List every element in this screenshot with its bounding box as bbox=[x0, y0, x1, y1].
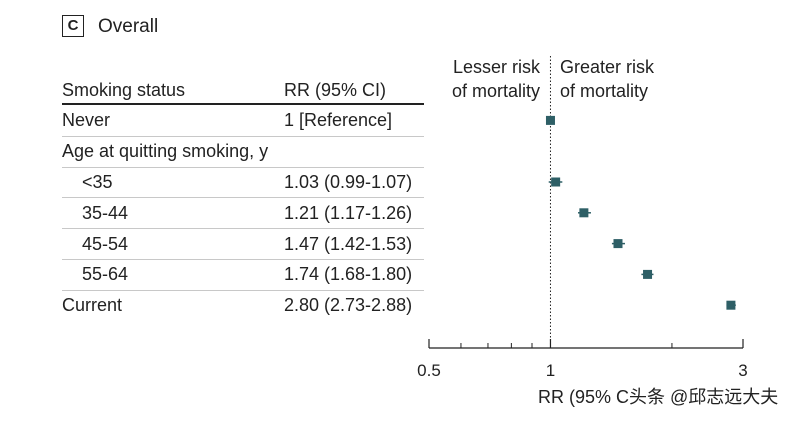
row-rr-value: 1.74 (1.68-1.80) bbox=[284, 264, 413, 285]
lesser-risk-line1: Lesser risk bbox=[452, 57, 540, 77]
row-rr-value: 2.80 (2.73-2.88) bbox=[284, 295, 413, 316]
row-divider bbox=[62, 228, 424, 229]
row-divider bbox=[62, 290, 424, 291]
row-rr-value: 1 [Reference] bbox=[284, 110, 393, 131]
row-rr-value: 1.03 (0.99-1.07) bbox=[284, 172, 413, 192]
row-label: 35-44 bbox=[82, 202, 129, 223]
row-divider bbox=[62, 167, 424, 168]
rr-point-marker bbox=[643, 269, 653, 279]
row-label: <35 bbox=[82, 172, 113, 192]
row-label: Never bbox=[62, 110, 111, 131]
x-tick-label: 1 bbox=[546, 361, 555, 380]
panel-letter-badge: C bbox=[62, 15, 84, 37]
row-divider bbox=[62, 259, 424, 260]
x-tick-label: 0.5 bbox=[417, 361, 441, 380]
lesser-risk-line2: of mortality bbox=[451, 81, 540, 101]
rr-point-marker bbox=[579, 208, 589, 218]
lesser-risk-label: Lesser risk of mortality bbox=[452, 55, 540, 103]
row-label: Age at quitting smoking, y bbox=[62, 141, 269, 162]
row-label: 45-54 bbox=[82, 233, 129, 254]
row-rr-value: 1.21 (1.17-1.26) bbox=[284, 202, 413, 223]
x-tick-label: 3 bbox=[738, 361, 747, 380]
rr-point-marker bbox=[545, 115, 555, 125]
column-header-smoking-status: Smoking status bbox=[62, 80, 186, 100]
panel-title: Overall bbox=[98, 16, 159, 37]
rr-point-marker bbox=[726, 300, 736, 310]
axis-label-watermark: RR (95% C头条 @邱志远大夫 bbox=[538, 387, 779, 407]
greater-risk-label: Greater risk of mortality bbox=[560, 55, 654, 103]
rr-point-marker bbox=[551, 177, 561, 187]
row-label: Current bbox=[62, 295, 123, 316]
header-rule bbox=[62, 103, 424, 105]
rr-point-marker bbox=[613, 239, 623, 249]
row-rr-value: 1.47 (1.42-1.53) bbox=[284, 233, 413, 254]
row-label: 55-64 bbox=[82, 264, 129, 285]
column-header-rr: RR (95% CI) bbox=[284, 80, 387, 100]
row-divider bbox=[62, 136, 424, 137]
greater-risk-line1: Greater risk bbox=[560, 57, 655, 77]
greater-risk-line2: of mortality bbox=[560, 81, 649, 101]
row-divider bbox=[62, 197, 424, 198]
